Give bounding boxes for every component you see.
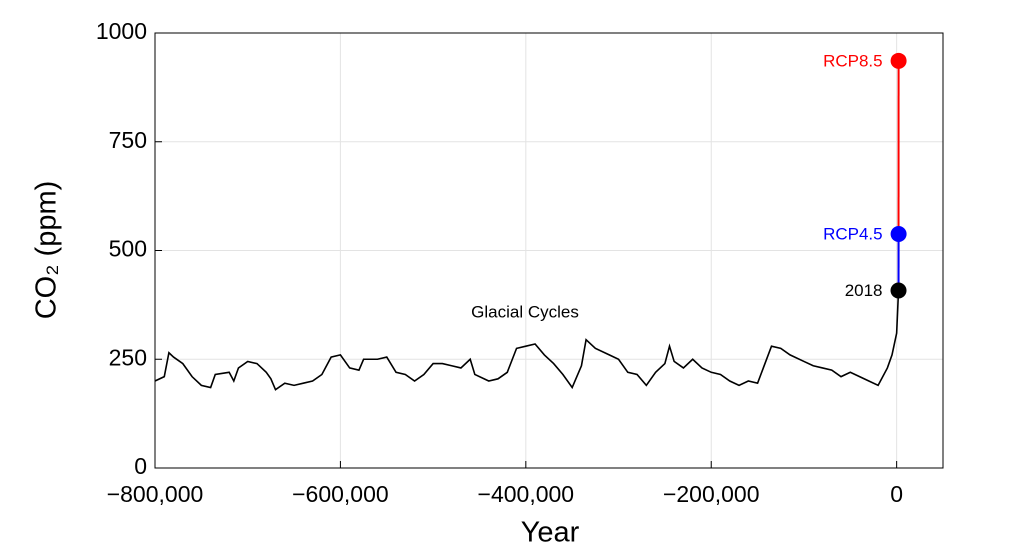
y-tick-label: 1000 bbox=[96, 18, 147, 44]
x-tick-label: 0 bbox=[890, 481, 903, 507]
x-tick-label: −200,000 bbox=[663, 481, 760, 507]
series-label: RCP4.5 bbox=[823, 224, 883, 243]
series-point bbox=[890, 282, 907, 299]
series-line bbox=[154, 290, 900, 391]
y-axis-label: CO₂ (ppm) bbox=[31, 181, 63, 320]
series-point bbox=[890, 52, 907, 69]
x-tick-label: −600,000 bbox=[292, 481, 389, 507]
y-tick-label: 750 bbox=[109, 127, 147, 153]
series-label: 2018 bbox=[845, 281, 883, 300]
y-tick-label: 500 bbox=[109, 236, 147, 262]
x-tick-label: −800,000 bbox=[107, 481, 204, 507]
series-point bbox=[890, 225, 907, 242]
y-tick-label: 0 bbox=[134, 453, 147, 479]
y-tick-label: 250 bbox=[109, 344, 147, 370]
series-label: Glacial Cycles bbox=[471, 302, 579, 321]
series-label: RCP8.5 bbox=[823, 51, 883, 70]
x-tick-label: −400,000 bbox=[478, 481, 575, 507]
x-axis-label: Year bbox=[521, 517, 580, 549]
plot-frame bbox=[154, 32, 944, 469]
